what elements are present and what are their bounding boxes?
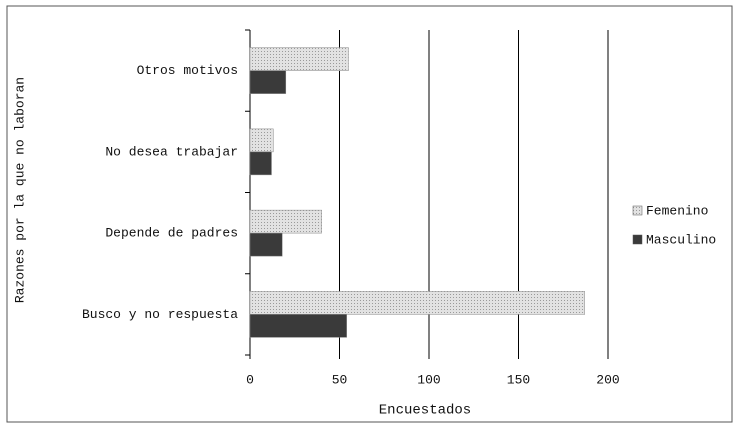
bar xyxy=(249,47,349,71)
x-tick-label: 150 xyxy=(507,372,530,387)
bar xyxy=(249,232,283,257)
y-tick-label: Depende de padres xyxy=(105,226,238,241)
legend-label: Masculino xyxy=(646,232,716,247)
y-tick-label: No desea trabajar xyxy=(105,144,238,159)
y-tick-label: Busco y no respuesta xyxy=(82,307,238,322)
x-tick-label: 0 xyxy=(246,372,254,387)
x-tick-label: 50 xyxy=(332,372,348,387)
bar xyxy=(249,291,585,315)
x-tick-label: 200 xyxy=(596,372,619,387)
legend-swatch xyxy=(632,205,643,216)
y-tick-label: Otros motivos xyxy=(137,63,238,78)
bar xyxy=(249,314,347,338)
bar xyxy=(249,70,287,94)
chart-frame xyxy=(6,5,733,423)
bar xyxy=(249,209,322,234)
legend-swatch xyxy=(632,234,643,245)
bar xyxy=(249,128,274,153)
bar xyxy=(249,151,272,176)
legend-label: Femenino xyxy=(646,203,708,218)
x-axis-title: Encuestados xyxy=(379,403,471,419)
y-axis-title: Razones por la que no laboran xyxy=(12,77,27,303)
x-tick-label: 100 xyxy=(417,372,440,387)
